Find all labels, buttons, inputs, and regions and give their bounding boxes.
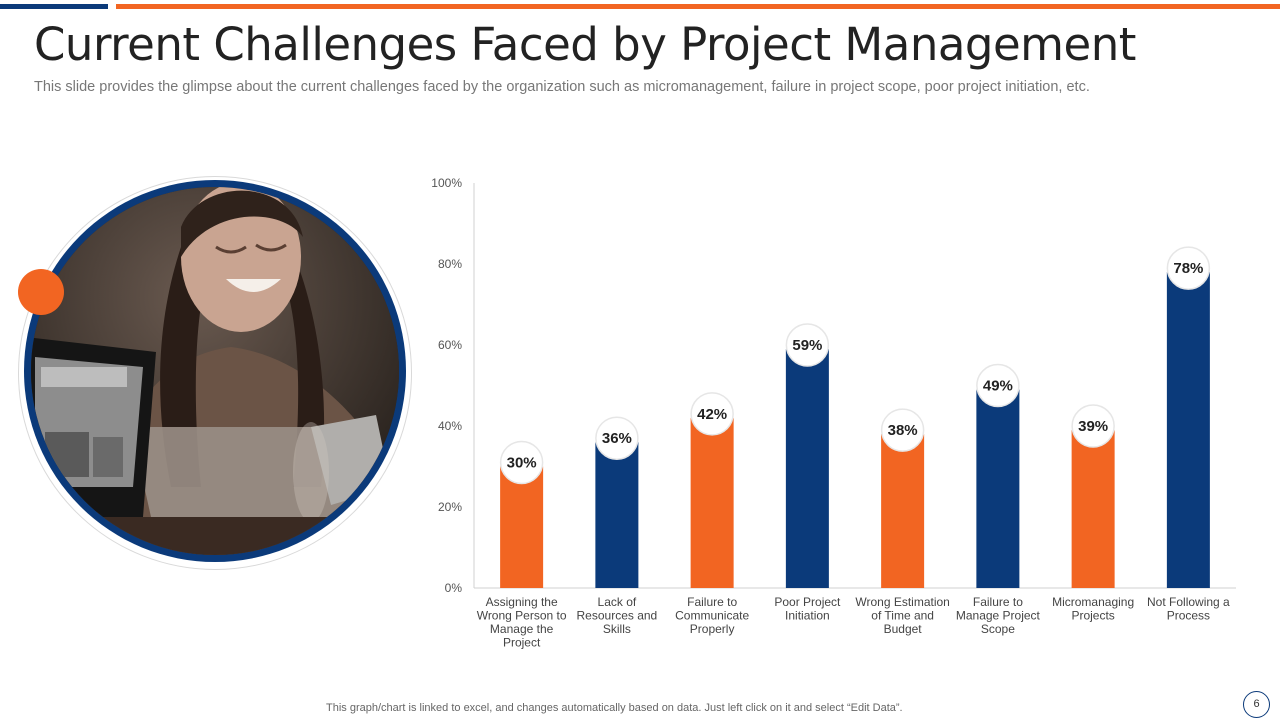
data-label: 42%: [697, 406, 727, 423]
bar: [1071, 430, 1115, 588]
data-label-bubble: [976, 363, 1020, 408]
chart-axis-layer: 0% 20% 40% 60% 80% 100%: [431, 176, 1236, 595]
top-accent-bar-navy: [0, 4, 108, 9]
data-label: 49%: [983, 378, 1013, 395]
orange-accent-dot: [18, 269, 64, 315]
y-tick-label: 40%: [438, 419, 462, 433]
slide-subtitle: This slide provides the glimpse about th…: [34, 79, 1090, 95]
data-label: 39%: [1078, 418, 1108, 435]
x-category-label: Not Following a Process: [1147, 595, 1230, 623]
bar: [500, 466, 544, 588]
data-label-bubble: [880, 408, 925, 452]
bar: [881, 434, 925, 588]
x-category-label: Lack of Resources and Skills: [577, 595, 658, 636]
data-label: 36%: [602, 430, 632, 447]
data-label-bubble: [595, 416, 639, 460]
data-label: 30%: [507, 455, 537, 472]
data-label-bubble: [1071, 404, 1115, 448]
y-tick-label: 0%: [445, 581, 463, 595]
y-tick-label: 80%: [438, 257, 462, 271]
x-category-label: Wrong Estimation of Time and Budget: [855, 595, 949, 636]
data-label: 59%: [792, 337, 822, 354]
x-category-label: Micromanaging Projects: [1052, 595, 1134, 623]
x-category-label: Poor Project Initiation: [774, 595, 841, 623]
bar: [690, 417, 734, 588]
bar: [1166, 272, 1210, 588]
x-category-label: Failure to Manage Project Scope: [956, 595, 1041, 636]
top-accent-bar-orange: [116, 4, 1280, 9]
chart-bar-layer: [500, 272, 1210, 588]
data-label-bubble: [499, 440, 544, 485]
page-number-badge: 6: [1243, 691, 1270, 718]
data-label-bubble: [690, 392, 734, 436]
bar: [976, 389, 1020, 588]
x-category-label: Assigning the Wrong Person to Manage the Pr…: [477, 595, 567, 650]
bar: [595, 442, 639, 588]
footer-note: This graph/chart is linked to excel, and…: [326, 702, 903, 714]
y-tick-label: 20%: [438, 500, 462, 514]
slide-title: Current Challenges Faced by Project Mana…: [34, 18, 1136, 71]
x-category-label: Failure to Communicate Properly: [675, 595, 749, 636]
data-label-bubble: [785, 323, 830, 367]
data-label: 78%: [1173, 260, 1203, 277]
chart-label-layer: 30% Assigning the Wrong Person to Manage th…: [477, 246, 1230, 650]
bar: [785, 349, 829, 588]
y-tick-label: 100%: [431, 176, 462, 190]
woman-laptop-photo: [31, 187, 399, 555]
y-tick-label: 60%: [438, 338, 462, 352]
data-label: 38%: [888, 422, 918, 439]
data-label-bubble: [1166, 246, 1211, 290]
